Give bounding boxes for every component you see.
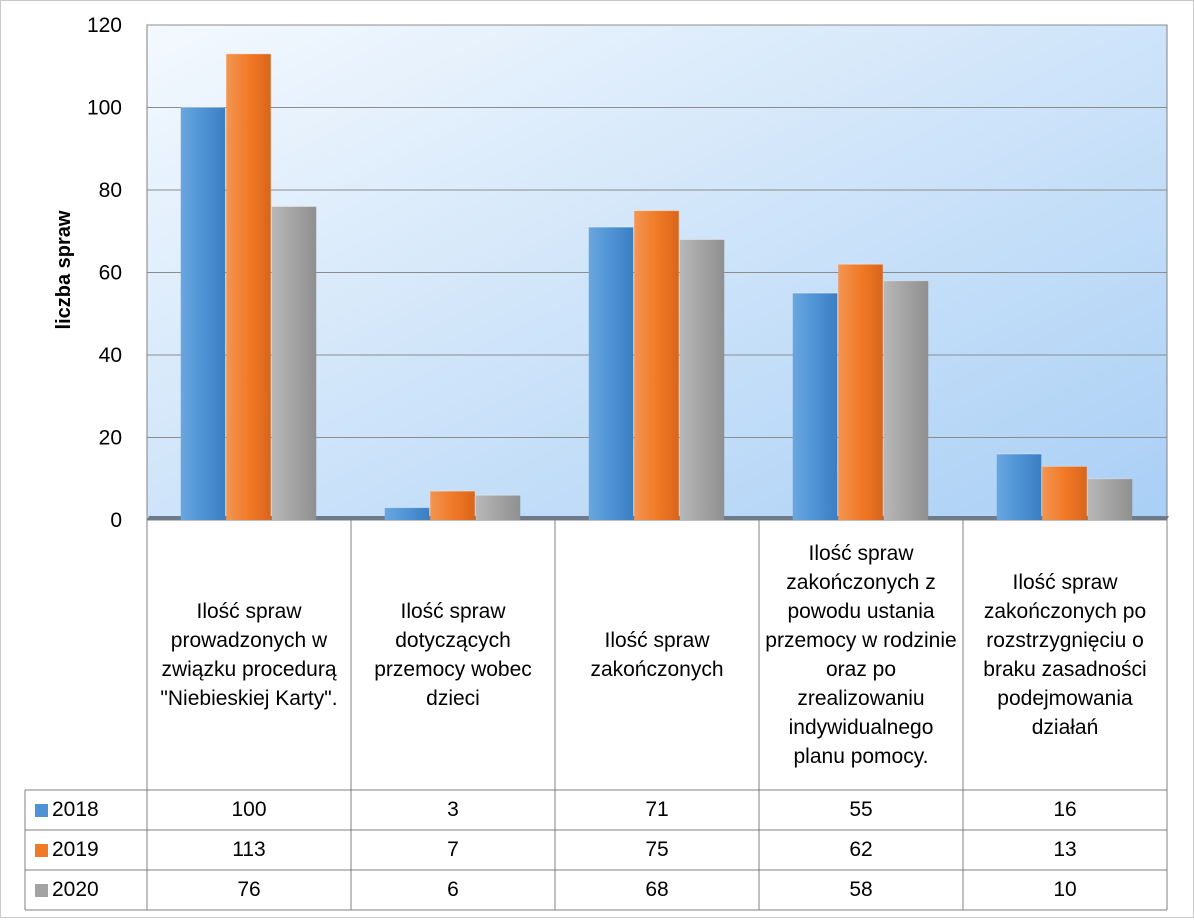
x-category-label: Ilość spraw zakończonych po rozstrzygnię… [983,571,1147,739]
x-category-label: Ilość spraw dotyczących przemocy wobec d… [374,600,532,710]
table-cell: 68 [645,878,669,901]
plot-area: 0 20 40 60 80 100 120 [87,14,1169,532]
bar-2020-4 [1087,478,1133,520]
bar-2020-3 [883,280,929,520]
x-category-label: Ilość spraw prowadzonych w związku proce… [160,600,338,710]
y-tick-label: 80 [99,179,122,202]
x-category-label: Ilość spraw zakończonych [590,629,724,681]
y-tick-label: 120 [87,14,122,37]
y-tick-label: 60 [99,262,122,285]
table-cell: 75 [645,838,669,861]
legend-label: 2018 [52,798,99,821]
table-cell: 10 [1053,878,1077,901]
y-tick-label: 0 [110,509,122,532]
x-category-label: Ilość spraw zakończonych z powodu ustani… [765,542,957,768]
table-cell: 6 [447,878,459,901]
table-cell: 100 [231,798,267,821]
y-tick-label: 40 [99,344,122,367]
table-cell: 7 [447,838,459,861]
legend-entry: 2019 [25,830,147,870]
bar-2020-1 [475,495,521,520]
legend-label: 2019 [52,838,99,861]
legend-entry: 2018 [25,790,147,830]
table-cell: 3 [447,798,459,821]
table-cell: 113 [232,838,266,861]
y-tick-label: 100 [87,97,122,120]
table-cell: 55 [849,798,873,821]
table-cell: 71 [645,798,669,821]
table-cell: 13 [1053,838,1077,861]
bar-2018-1 [384,507,430,520]
legend-entry: 2020 [25,870,147,910]
table-cell: 16 [1053,798,1077,821]
data-table-grid [24,520,1168,911]
y-axis-title: liczba spraw [53,210,75,329]
legend-swatch [35,803,48,817]
bar-2019-4 [1042,466,1087,520]
bar-2018-0 [180,107,226,520]
bar-2019-2 [634,210,679,520]
bar-2019-0 [226,53,271,520]
bar-2019-3 [838,264,883,520]
bar-2018-2 [588,227,634,520]
bar-2018-4 [996,454,1042,520]
bar-2020-2 [679,239,725,520]
table-cell: 58 [849,878,873,901]
table-cell: 76 [237,878,261,901]
legend-label: 2020 [52,878,99,901]
bar-2018-3 [792,293,838,520]
bar-2020-0 [271,206,317,520]
table-cell: 62 [849,838,873,861]
bar-2019-1 [430,491,475,520]
legend-swatch [35,843,48,857]
y-tick-label: 20 [99,427,122,450]
legend-swatch [35,883,48,897]
